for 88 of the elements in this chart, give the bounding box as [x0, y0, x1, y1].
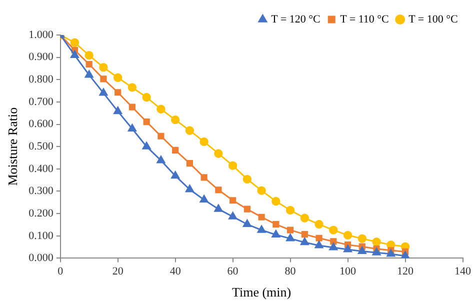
point: [330, 238, 337, 245]
x-tick-label: 100: [340, 266, 357, 278]
point: [214, 204, 223, 212]
point: [300, 238, 309, 246]
point: [100, 76, 107, 82]
y-tick-label: 0.600: [28, 118, 54, 130]
point: [70, 50, 79, 58]
x-tick-label: 140: [454, 266, 472, 278]
legend-label: T = 120 °C: [271, 13, 320, 26]
point: [272, 196, 280, 206]
point: [158, 132, 164, 140]
point: [228, 212, 238, 220]
point: [314, 240, 324, 248]
point: [156, 104, 166, 114]
y-tick-label: 1.000: [28, 28, 54, 41]
point: [329, 226, 338, 234]
point: [344, 244, 352, 252]
point: [242, 174, 252, 184]
y-tick-label: 0.800: [28, 74, 54, 86]
x-tick-label: 20: [112, 266, 124, 278]
point: [172, 146, 179, 154]
point: [200, 194, 208, 202]
point: [214, 149, 223, 158]
point: [142, 142, 151, 150]
y-tick-label: 0.400: [28, 162, 54, 175]
point: [287, 226, 294, 234]
y-tick-label: 0.100: [28, 230, 54, 242]
point: [99, 88, 108, 96]
point: [70, 38, 80, 47]
point: [272, 230, 280, 238]
x-tick-label: 0: [58, 266, 64, 278]
point: [200, 137, 208, 146]
point: [300, 214, 310, 222]
point: [372, 248, 381, 256]
point: [401, 251, 410, 258]
x-tick-label: 120: [397, 266, 414, 278]
y-tick-label: 0.000: [28, 252, 54, 264]
point: [185, 184, 194, 192]
point: [258, 214, 265, 220]
point: [358, 246, 366, 254]
point: [372, 238, 381, 246]
point: [386, 249, 396, 257]
point: [286, 206, 295, 215]
point: [301, 231, 308, 238]
point: [142, 92, 151, 102]
point: [143, 118, 150, 126]
point: [329, 242, 338, 250]
point: [128, 83, 137, 92]
point: [128, 104, 136, 110]
point: [84, 50, 94, 60]
point: [215, 186, 222, 194]
point: [257, 186, 266, 195]
point: [170, 115, 180, 124]
x-tick-label: 80: [284, 266, 296, 278]
point: [242, 220, 252, 228]
legend-label: T = 100 °C: [408, 13, 458, 26]
point: [244, 206, 250, 212]
point: [185, 126, 194, 135]
point: [314, 220, 324, 229]
point: [343, 230, 352, 240]
y-axis-title: Moisture Ratio: [5, 107, 20, 186]
point: [316, 234, 322, 242]
point: [86, 60, 92, 68]
point: [358, 234, 366, 243]
point: [114, 106, 122, 114]
legend-label: T = 110 °C: [340, 13, 389, 26]
point: [230, 197, 236, 204]
y-tick-label: 0.200: [28, 207, 54, 220]
point: [286, 234, 295, 242]
point: [272, 220, 280, 228]
y-tick-label: 0.500: [28, 140, 54, 152]
point: [113, 73, 122, 82]
point: [228, 161, 238, 170]
point: [99, 63, 108, 72]
point: [257, 225, 266, 233]
y-tick-label: 0.900: [28, 51, 54, 64]
point: [128, 124, 136, 132]
point: [114, 89, 122, 96]
x-tick-label: 60: [227, 266, 239, 278]
point: [171, 171, 180, 179]
y-tick-label: 0.700: [28, 96, 54, 108]
point: [186, 160, 193, 167]
x-tick-label: 40: [170, 266, 182, 278]
point: [156, 156, 166, 164]
point: [200, 174, 208, 181]
y-tick-label: 0.300: [28, 185, 54, 198]
point: [84, 70, 94, 78]
x-axis-title: Time (min): [232, 284, 292, 300]
